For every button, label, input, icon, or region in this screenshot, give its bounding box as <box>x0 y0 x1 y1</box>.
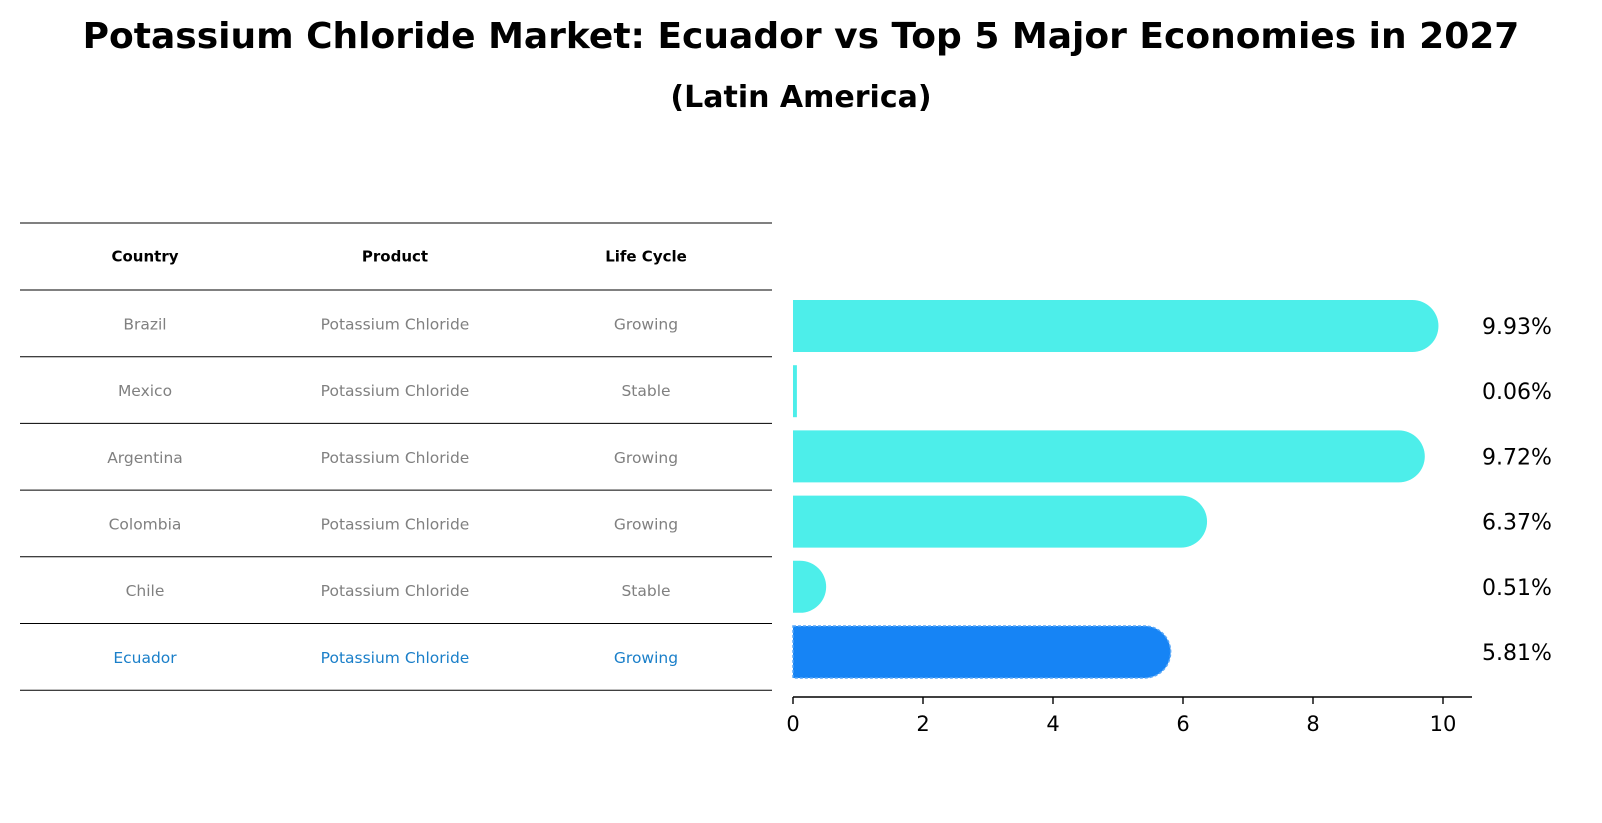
table-row: Brazil Potassium Chloride Growing <box>20 315 772 358</box>
bar-mark <box>793 300 1439 352</box>
country-cell: Ecuador <box>113 649 177 667</box>
value-label: 9.93% <box>1482 315 1552 340</box>
life-cycle-cell: Growing <box>614 315 678 333</box>
table-row: Argentina Potassium Chloride Growing <box>20 449 772 491</box>
life-cycle-cell: Growing <box>614 649 678 667</box>
table-row: Mexico Potassium Chloride Stable <box>20 382 772 424</box>
product-cell: Potassium Chloride <box>321 649 470 667</box>
country-cell: Colombia <box>109 515 182 533</box>
table-header-product: Product <box>362 248 428 266</box>
x-tick-label: 0 <box>786 712 799 736</box>
country-cell: Brazil <box>123 315 166 333</box>
chart-title: Potassium Chloride Market: Ecuador vs To… <box>82 16 1520 57</box>
bar-brazil: 9.93% <box>793 300 1552 352</box>
data-table: Country Product Life Cycle Brazil Potassium … <box>20 222 772 691</box>
bar-mark <box>793 365 797 418</box>
life-cycle-cell: Growing <box>614 449 678 467</box>
bar-highlight-outline <box>792 625 1172 679</box>
country-cell: Argentina <box>107 449 183 467</box>
life-cycle-cell: Stable <box>621 382 670 400</box>
value-label: 6.37% <box>1482 511 1552 536</box>
table-header-life-cycle: Life Cycle <box>605 248 687 266</box>
x-tick-label: 6 <box>1176 712 1189 736</box>
table-row: Chile Potassium Chloride Stable <box>20 582 772 624</box>
life-cycle-cell: Stable <box>621 582 670 600</box>
bar-chile: 0.51% <box>793 560 1552 613</box>
bar-colombia: 6.37% <box>793 495 1552 548</box>
product-cell: Potassium Chloride <box>321 449 470 467</box>
country-cell: Mexico <box>118 382 172 400</box>
x-tick-label: 4 <box>1046 712 1059 736</box>
table-row: Colombia Potassium Chloride Growing <box>20 515 772 558</box>
bar-ecuador: 5.81% <box>792 625 1552 679</box>
bar-mexico: 0.06% <box>793 365 1552 418</box>
product-cell: Potassium Chloride <box>321 315 470 333</box>
x-tick-label: 10 <box>1430 712 1457 736</box>
country-cell: Chile <box>126 582 165 600</box>
bar-mark <box>793 626 1171 678</box>
table-row: Ecuador Potassium Chloride Growing <box>20 649 772 691</box>
product-cell: Potassium Chloride <box>321 515 470 533</box>
value-label: 9.72% <box>1482 445 1552 470</box>
value-label: 0.06% <box>1482 380 1552 405</box>
bar-mark <box>793 560 827 613</box>
value-label: 5.81% <box>1482 641 1552 666</box>
product-cell: Potassium Chloride <box>321 382 470 400</box>
life-cycle-cell: Growing <box>614 515 678 533</box>
bar-chart: 9.93% 0.06% 9.72% 6.37% 0.51% 5.81% 0 2 4 6 8 10 <box>786 300 1552 736</box>
bar-mark <box>793 430 1425 483</box>
table-header-country: Country <box>111 248 178 266</box>
x-axis: 0 2 4 6 8 10 <box>786 696 1472 736</box>
chart-subtitle: (Latin America) <box>670 80 932 115</box>
value-label: 0.51% <box>1482 576 1552 601</box>
x-tick-label: 2 <box>916 712 929 736</box>
bar-argentina: 9.72% <box>793 430 1552 483</box>
bar-mark <box>793 495 1208 548</box>
x-tick-label: 8 <box>1306 712 1319 736</box>
product-cell: Potassium Chloride <box>321 582 470 600</box>
